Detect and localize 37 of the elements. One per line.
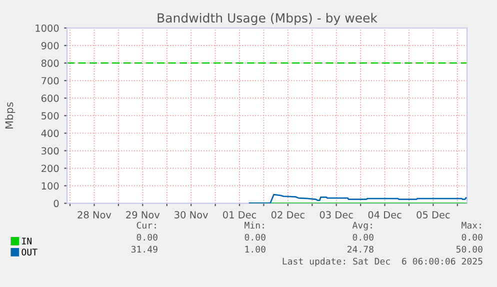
text: 24.78 (347, 246, 374, 253)
text: 0.00 (462, 234, 482, 241)
y-tick-label: 700 (42, 77, 59, 84)
text: Last update: Sat Dec 6 06:00:06 2025 (282, 258, 482, 266)
text: 0.00 (136, 234, 158, 241)
y-tick-label: 800 (41, 60, 59, 67)
y-tick-label: 0 (54, 200, 59, 208)
y-axis-title: Mbps (5, 102, 16, 128)
text: 1.00 (245, 246, 266, 253)
chart-title: Bandwidth Usage (Mbps) - by week (158, 12, 378, 26)
legend-label: IN (22, 238, 32, 244)
y-tick-label: 600 (41, 94, 59, 102)
text: Avg: (352, 222, 372, 230)
y-tick-label: 100 (42, 182, 59, 190)
y-tick-label: 1000 (36, 24, 59, 32)
legend-label: OUT (22, 248, 38, 256)
x-tick-label: 04 Dec (368, 211, 402, 218)
y-tick-label: 200 (42, 164, 59, 172)
y-tick-label: 400 (41, 130, 59, 138)
x-tick-label: 01 Dec (223, 211, 256, 218)
line-series (248, 194, 467, 204)
text: 0.00 (244, 234, 266, 241)
x-tick-label: 02 Dec (271, 211, 304, 218)
y-tick-label: 300 (42, 147, 59, 155)
x-tick-label: 03 Dec (320, 211, 353, 218)
text: 0.00 (352, 234, 374, 241)
text: 31.49 (131, 246, 158, 253)
text: Max: (462, 222, 481, 229)
y-tick-label: 500 (42, 112, 59, 120)
text: Min: (244, 222, 264, 229)
x-tick-label: 29 Nov (126, 211, 160, 218)
text: 50.00 (456, 246, 482, 253)
text: Cur: (136, 222, 156, 229)
x-tick-label: 05 Dec (416, 211, 450, 218)
x-tick-label: 30 Nov (174, 211, 208, 218)
x-tick-label: 28 Nov (78, 211, 112, 218)
y-tick-label: 900 (41, 42, 59, 50)
